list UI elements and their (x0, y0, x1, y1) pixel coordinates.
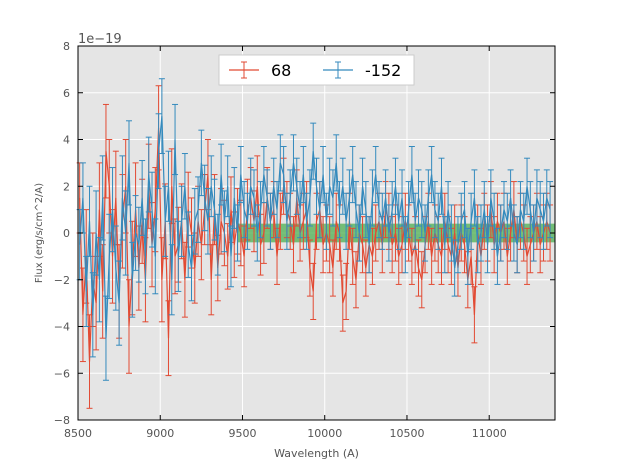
legend-label: -152 (365, 61, 401, 80)
y-tick-label: 0 (63, 227, 70, 240)
y-tick-label: 6 (63, 87, 70, 100)
y-axis-label: Flux (erg/s/cm^2/A) (34, 183, 45, 283)
y-tick-label: 4 (63, 134, 70, 147)
legend-label: 68 (271, 61, 291, 80)
y-tick-label: −6 (54, 367, 70, 380)
x-tick-label: 9000 (146, 427, 174, 440)
x-axis-label: Wavelength (A) (274, 447, 359, 460)
y-tick-label: 8 (63, 40, 70, 53)
x-tick-label: 9500 (228, 427, 256, 440)
x-tick-label: 10500 (389, 427, 424, 440)
x-tick-label: 8500 (64, 427, 92, 440)
x-tick-label: 11000 (472, 427, 507, 440)
x-tick-label: 10000 (307, 427, 342, 440)
y-tick-label: −2 (54, 274, 70, 287)
y-tick-label: −8 (54, 414, 70, 427)
y-tick-label: −4 (54, 321, 70, 334)
y-offset-label: 1e−19 (78, 32, 122, 47)
y-tick-label: 2 (63, 180, 70, 193)
